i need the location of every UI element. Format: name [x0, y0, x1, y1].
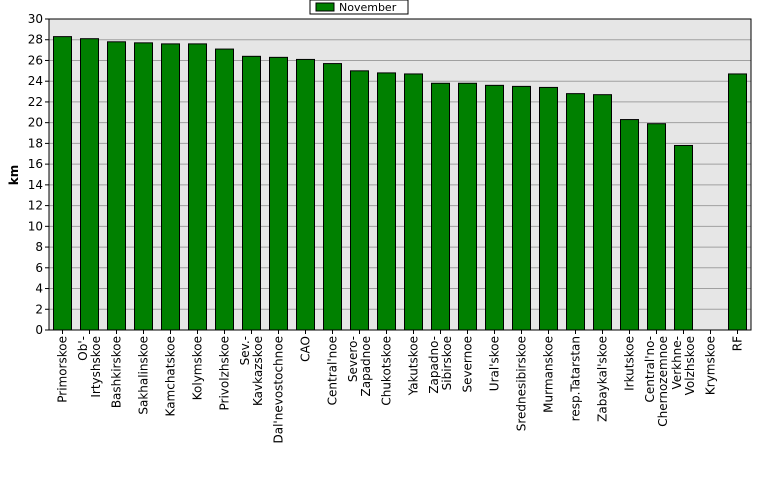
y-tick-label: 12: [28, 199, 43, 213]
y-tick-label: 18: [28, 136, 43, 150]
bar: [431, 82, 450, 331]
x-tick-label: Severo-: [346, 336, 360, 382]
y-tick-label: 6: [35, 261, 43, 275]
x-tick-label: Sibirskoe: [440, 336, 454, 390]
x-tick-label: Ob'-: [76, 336, 90, 361]
bar: [53, 36, 72, 331]
x-tick-label: Central'no-: [643, 336, 657, 403]
x-tick-labels: Primorskoe Ob'- Irtyshskoe Bashkirskoe Sakha…: [56, 336, 745, 444]
x-tick-label: CAO: [299, 336, 313, 362]
bar: [674, 144, 693, 331]
bar: [404, 73, 423, 331]
x-tick-label: RF: [731, 336, 745, 351]
bar: [485, 84, 504, 331]
y-tick-label: 0: [35, 323, 43, 337]
x-tick-label: Sakhalinskoe: [137, 336, 151, 415]
plot-frame: [48, 18, 752, 331]
legend-swatch: [315, 2, 335, 12]
y-tick-label: 26: [28, 53, 43, 67]
x-tick-label: Zapadno-: [427, 336, 441, 394]
x-tick-label: Verkhne-: [670, 336, 684, 389]
bar: [593, 94, 612, 331]
bar: [512, 85, 531, 331]
y-tick-label: 16: [28, 157, 43, 171]
x-tick-label: Kolymskoe: [191, 336, 205, 400]
y-tick-label: 2: [35, 302, 43, 316]
bar: [728, 73, 747, 331]
x-tick-label: Chukotskoe: [380, 336, 394, 406]
x-tick-label: Kamchatskoe: [164, 336, 178, 416]
x-tick-label: Zabaykal'skoe: [596, 336, 610, 422]
y-tick-label: 14: [28, 178, 43, 192]
y-tick-label: 10: [28, 219, 43, 233]
axes: [45, 18, 752, 334]
bar: [539, 86, 558, 331]
x-tick-label: Volzhskoe: [683, 336, 697, 395]
x-tick-label: Murmanskoe: [542, 336, 556, 413]
x-tick-label: Severnoe: [461, 336, 475, 393]
bar: [107, 41, 126, 331]
bar: [647, 123, 666, 331]
bar: [80, 38, 99, 331]
y-tick-label: 4: [35, 282, 43, 296]
y-tick-label: 22: [28, 95, 43, 109]
x-tick-label: Privolzhskoe: [218, 336, 232, 410]
x-tick-label: Bashkirskoe: [110, 336, 124, 408]
x-tick-label: Sev.-: [238, 336, 252, 365]
y-tick-label: 24: [28, 74, 43, 88]
y-tick-label: 20: [28, 116, 43, 130]
x-tick-label: Zapadnoe: [359, 336, 373, 397]
bar: [269, 56, 288, 331]
plot-area: [49, 19, 751, 330]
x-tick-label: Ural'skoe: [488, 336, 502, 391]
legend: November: [309, 0, 409, 15]
bar: [296, 58, 315, 331]
x-tick-label: Kavkazskoe: [251, 336, 265, 406]
y-axis-label: km: [7, 165, 21, 185]
x-tick-label: Yakutskoe: [407, 336, 421, 396]
y-tick-label: 28: [28, 33, 43, 47]
y-tick-label: 8: [35, 240, 43, 254]
bar: [215, 48, 234, 331]
x-tick-label: Dal'nevostochnoe: [272, 336, 286, 444]
x-tick-label: Srednesibirskoe: [515, 336, 529, 431]
x-tick-label: Irtyshskoe: [89, 336, 103, 398]
bars: [53, 36, 747, 331]
x-tick-label: Krymskoe: [704, 336, 718, 395]
bar: [458, 82, 477, 331]
x-tick-label: Irkutskoe: [623, 336, 637, 391]
bar: [620, 119, 639, 331]
bar: [188, 43, 207, 331]
y-tick-label: 30: [28, 12, 43, 26]
bar: [242, 55, 261, 331]
bar: [323, 63, 342, 331]
bar: [566, 93, 585, 331]
legend-label: November: [339, 1, 397, 14]
bar: [161, 43, 180, 331]
x-tick-label: resp.Tatarstan: [569, 336, 583, 421]
bar: [134, 42, 153, 331]
x-tick-label: Central'noe: [326, 336, 340, 405]
x-tick-label: Primorskoe: [56, 336, 70, 403]
bar: [350, 70, 369, 331]
x-tick-label: Chernozemnoe: [656, 336, 670, 427]
bar: [377, 72, 396, 331]
